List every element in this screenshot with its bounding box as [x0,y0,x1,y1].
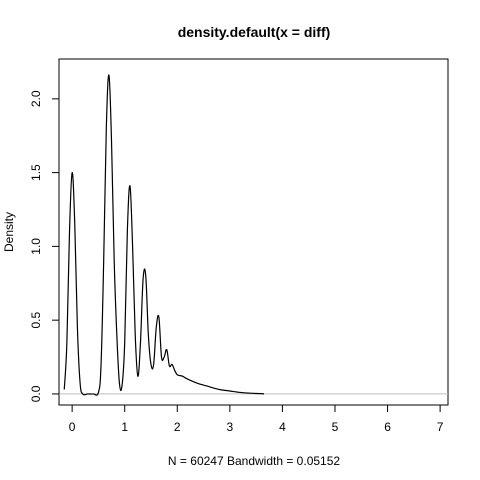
y-tick-label: 1.5 [29,164,43,181]
y-tick-label: 1.0 [29,238,43,255]
x-axis-label: N = 60247 Bandwidth = 0.05152 [168,454,340,468]
x-tick-label: 3 [227,420,234,434]
chart-title: density.default(x = diff) [178,24,331,40]
x-tick-label: 1 [121,420,128,434]
x-axis: 0 1 2 3 4 5 6 7 [69,404,444,434]
y-tick-label: 0.0 [29,385,43,402]
y-tick-label: 2.0 [29,90,43,107]
x-tick-label: 6 [384,420,391,434]
x-tick-label: 5 [332,420,339,434]
y-axis-label: Density [2,212,16,252]
x-tick-label: 7 [437,420,444,434]
x-tick-label: 4 [279,420,286,434]
y-tick-label: 0.5 [29,311,43,328]
y-axis: 0.0 0.5 1.0 1.5 2.0 [29,90,60,402]
x-tick-label: 2 [174,420,181,434]
density-curve [63,74,265,396]
x-tick-label: 0 [69,420,76,434]
